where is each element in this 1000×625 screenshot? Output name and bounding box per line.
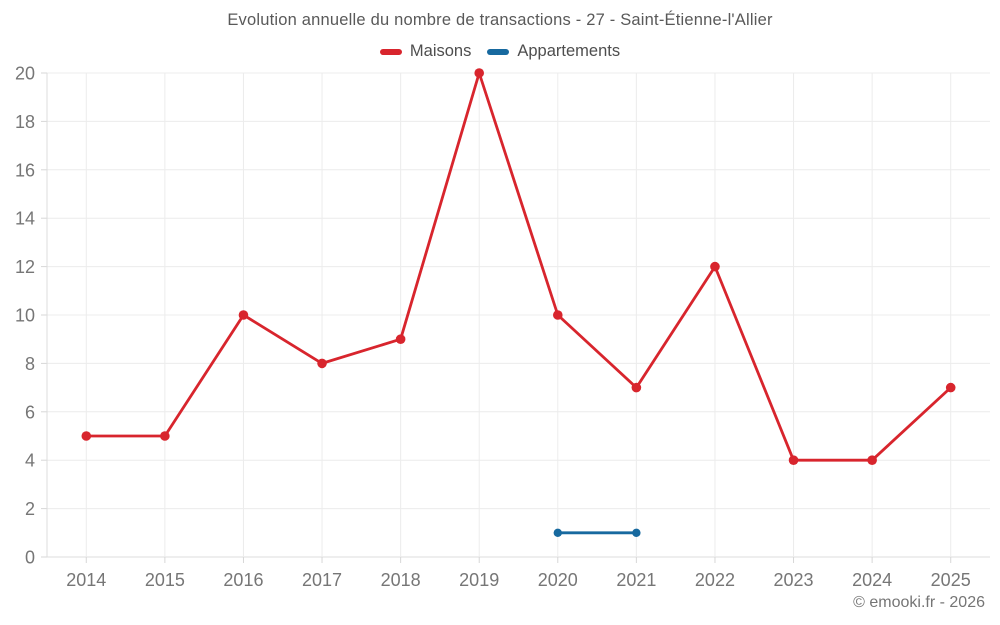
legend-item-maisons[interactable]: Maisons bbox=[379, 42, 472, 61]
x-axis-label: 2016 bbox=[223, 570, 263, 590]
y-axis-label: 12 bbox=[15, 257, 35, 277]
legend-swatch-appartements-icon bbox=[487, 48, 510, 55]
data-point-maisons-2024 bbox=[867, 455, 877, 466]
chart-title: Evolution annuelle du nombre de transact… bbox=[227, 11, 773, 29]
data-point-maisons-2014 bbox=[81, 431, 92, 441]
copyright-text: © emooki.fr - 2026 bbox=[853, 594, 985, 611]
y-axis-label: 0 bbox=[25, 548, 35, 568]
legend-swatch-maisons-icon bbox=[379, 48, 402, 55]
data-point-maisons-2016 bbox=[238, 310, 249, 320]
x-axis-label: 2014 bbox=[66, 570, 106, 590]
x-axis-label: 2023 bbox=[774, 570, 814, 590]
x-axis-label: 2020 bbox=[538, 570, 578, 590]
data-point-appartements-2020 bbox=[553, 528, 562, 537]
data-point-maisons-2019 bbox=[474, 68, 485, 78]
legend-label-appartements: Appartements bbox=[517, 42, 621, 60]
data-point-maisons-2018 bbox=[395, 334, 406, 345]
data-point-appartements-2021 bbox=[632, 528, 641, 537]
series-line-maisons bbox=[84, 71, 953, 462]
data-point-maisons-2015 bbox=[160, 431, 170, 441]
data-point-maisons-2022 bbox=[710, 261, 720, 272]
data-point-maisons-2023 bbox=[788, 455, 799, 466]
y-axis-label: 16 bbox=[15, 160, 35, 180]
y-axis-label: 6 bbox=[25, 402, 35, 422]
legend-item-appartements[interactable]: Appartements bbox=[487, 42, 620, 61]
data-point-maisons-2025 bbox=[945, 382, 956, 393]
data-point-maisons-2017 bbox=[317, 358, 327, 369]
y-axis-label: 10 bbox=[15, 306, 35, 326]
y-axis-label: 4 bbox=[25, 451, 35, 471]
x-axis-label: 2017 bbox=[302, 570, 342, 590]
y-axis-label: 8 bbox=[25, 354, 35, 374]
chart-legend: Maisons Appartements bbox=[0, 42, 1000, 61]
x-axis-label: 2019 bbox=[459, 570, 499, 590]
x-axis-label: 2025 bbox=[931, 570, 971, 590]
x-axis-label: 2018 bbox=[381, 570, 421, 590]
y-axis-label: 14 bbox=[15, 209, 35, 229]
y-axis-label: 20 bbox=[15, 64, 35, 84]
y-axis-label: 2 bbox=[25, 499, 35, 519]
x-axis-label: 2015 bbox=[145, 570, 185, 590]
legend-label-maisons: Maisons bbox=[409, 42, 472, 60]
x-axis-label: 2022 bbox=[695, 570, 735, 590]
x-axis-label: 2024 bbox=[852, 570, 892, 590]
data-point-maisons-2021 bbox=[631, 382, 642, 393]
y-axis-label: 18 bbox=[15, 112, 35, 132]
data-point-maisons-2020 bbox=[552, 310, 563, 320]
x-axis-label: 2021 bbox=[616, 570, 656, 590]
